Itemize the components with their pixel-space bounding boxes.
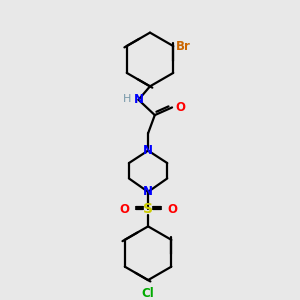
Text: H: H xyxy=(122,94,131,104)
Text: O: O xyxy=(167,202,177,216)
Text: N: N xyxy=(134,93,143,106)
Text: S: S xyxy=(143,202,153,216)
Text: O: O xyxy=(119,202,129,216)
Text: Cl: Cl xyxy=(142,287,154,300)
Text: Br: Br xyxy=(176,40,191,52)
Text: O: O xyxy=(175,101,185,114)
Text: N: N xyxy=(143,185,153,198)
Text: N: N xyxy=(143,144,153,157)
